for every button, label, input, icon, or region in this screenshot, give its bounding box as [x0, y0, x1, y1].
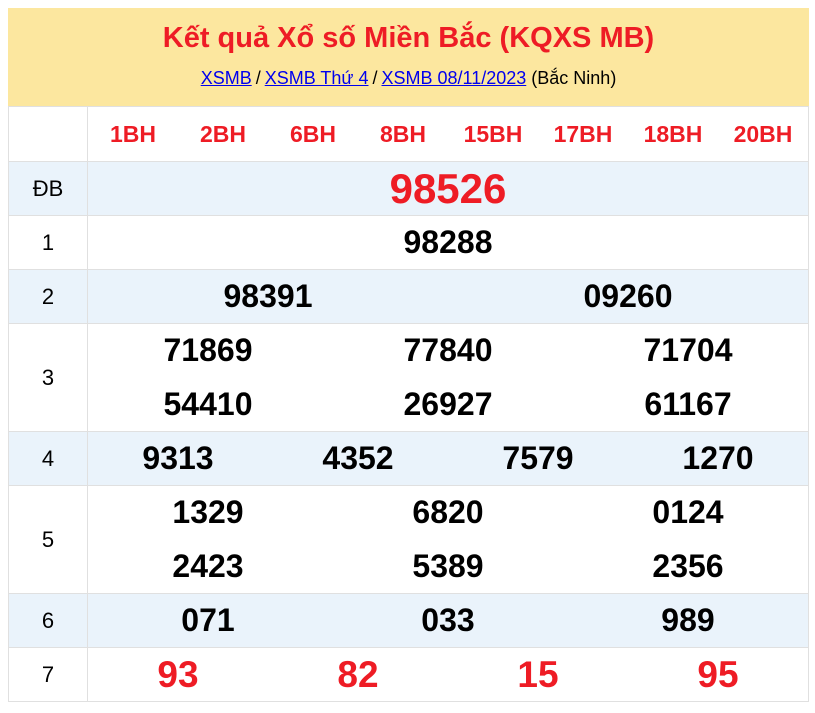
prize-value: 54410	[163, 385, 253, 422]
column-header-15bh: 15BH	[463, 120, 523, 147]
prize-value: 77840	[403, 332, 493, 369]
column-header-6bh: 6BH	[289, 120, 336, 147]
prize-value: 61167	[644, 385, 732, 422]
breadcrumb-province: (Bắc Ninh)	[531, 68, 617, 88]
prize-value: 2356	[652, 547, 724, 584]
prize-row-1: 1 98288	[9, 215, 808, 269]
prize-row-label: ĐB	[9, 162, 88, 215]
prize-row-label: 4	[9, 432, 88, 485]
prize-value: 989	[661, 602, 715, 638]
column-header-20bh: 20BH	[733, 120, 793, 147]
prize-value: 4352	[322, 440, 394, 476]
prize-value: 071	[181, 602, 235, 638]
breadcrumb-link-xsmb[interactable]: XSMB	[200, 68, 252, 88]
prize-value: 7579	[502, 440, 574, 476]
breadcrumb-separator: /	[372, 68, 378, 88]
prize-row-7: 7 93 82 15 95	[9, 647, 808, 701]
prize-value: 1270	[682, 440, 754, 476]
prize-value: 98288	[403, 224, 493, 260]
prize-row-6: 6 071 033 989	[9, 593, 808, 647]
breadcrumb: XSMB / XSMB Thứ 4/XSMB 08/11/2023 (Bắc Nin…	[8, 66, 809, 90]
breadcrumb-separator: /	[255, 68, 261, 88]
prize-row-label: 6	[9, 594, 88, 647]
column-header-18bh: 18BH	[643, 120, 703, 147]
prize-row-4: 4 9313 4352 7579 1270	[9, 431, 808, 485]
table-header-label-cell	[9, 107, 88, 161]
breadcrumb-link-xsmb-thu4[interactable]: XSMB Thứ 4	[264, 68, 369, 88]
prize-value: 6820	[412, 494, 484, 531]
prize-row-label: 3	[9, 324, 88, 431]
prize-value: 5389	[412, 547, 484, 584]
column-header-8bh: 8BH	[379, 120, 426, 147]
prize-row-label: 1	[9, 216, 88, 269]
prize-row-3: 3 71869 77840 71704 54410 26927 61167	[9, 323, 808, 431]
prize-row-special: ĐB 98526	[9, 161, 808, 215]
prize-value: 033	[421, 602, 475, 638]
prize-value: 71869	[163, 332, 253, 369]
prize-row-5: 5 1329 6820 0124 2423 5389 2356	[9, 485, 808, 593]
top-banner: Kết quả Xổ số Miền Bắc (KQXS MB) XSMB / XS…	[8, 8, 809, 106]
prize-row-label: 5	[9, 486, 88, 593]
column-header-2bh: 2BH	[199, 120, 246, 147]
column-header-17bh: 17BH	[553, 120, 613, 147]
prize-value: 09260	[583, 278, 673, 314]
prize-value: 0124	[652, 494, 724, 531]
table-header-row: 1BH 2BH 6BH 8BH 15BH 17BH 18BH 20BH	[9, 107, 808, 161]
prize-value-seventh: 93	[157, 653, 199, 695]
breadcrumb-link-xsmb-date[interactable]: XSMB 08/11/2023	[381, 68, 527, 88]
prize-row-label: 2	[9, 270, 88, 323]
column-header-1bh: 1BH	[109, 120, 156, 147]
prize-value: 1329	[172, 494, 244, 531]
page-container: Kết quả Xổ số Miền Bắc (KQXS MB) XSMB / XS…	[8, 8, 809, 702]
prize-value: 98391	[223, 278, 313, 314]
prize-value-seventh: 15	[517, 653, 559, 695]
results-table: 1BH 2BH 6BH 8BH 15BH 17BH 18BH 20BH ĐB 9…	[8, 106, 809, 702]
prize-value: 26927	[403, 385, 493, 422]
prize-row-2: 2 98391 09260	[9, 269, 808, 323]
prize-value-seventh: 95	[697, 653, 739, 695]
prize-value-seventh: 82	[337, 653, 379, 695]
prize-row-label: 7	[9, 648, 88, 701]
prize-value: 71704	[643, 332, 733, 369]
prize-value-special: 98526	[389, 164, 507, 212]
page-title: Kết quả Xổ số Miền Bắc (KQXS MB)	[162, 22, 655, 54]
prize-value: 2423	[172, 547, 244, 584]
prize-value: 9313	[142, 440, 214, 476]
